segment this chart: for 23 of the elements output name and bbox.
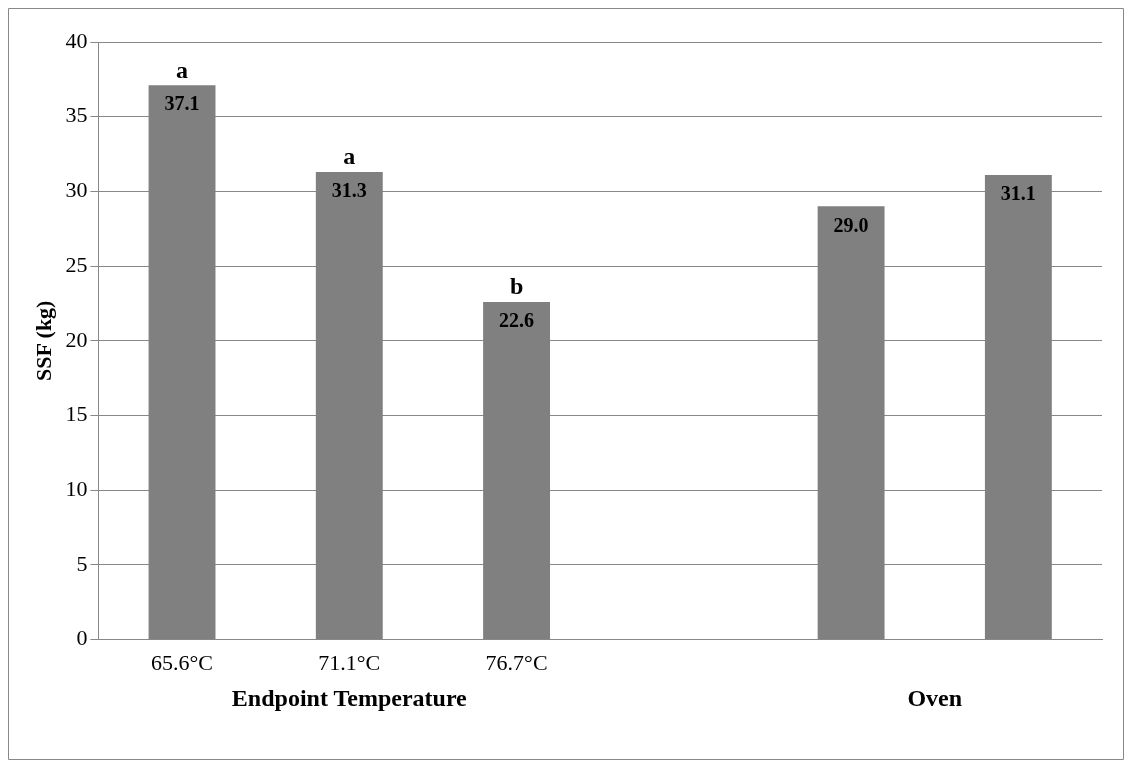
data-label: 29.0 (833, 213, 869, 236)
x-tick-label: 71.1°C (318, 649, 381, 675)
y-tick-label: 40 (65, 27, 88, 53)
y-tick-label: 5 (76, 550, 88, 576)
y-tick-label: 15 (65, 401, 88, 427)
y-tick-label: 20 (65, 326, 88, 352)
x-tick-label: 76.7°C (485, 649, 548, 675)
data-label: 22.6 (499, 309, 535, 332)
y-tick-label: 25 (65, 251, 88, 277)
annotation: a (176, 56, 189, 83)
data-label: 31.1 (1000, 182, 1036, 205)
y-axis-title: SSF (kg) (30, 300, 56, 382)
text: Endpoint Temperature (231, 685, 468, 712)
y-tick-label: 30 (65, 177, 88, 203)
annotation: a (343, 143, 356, 170)
y-tick-label: 10 (65, 475, 88, 501)
data-label: 37.1 (164, 92, 200, 115)
y-tick-label: 35 (65, 102, 88, 128)
annotation: b (509, 273, 524, 300)
text: Oven (907, 685, 963, 712)
y-tick-label: 0 (76, 625, 88, 651)
data-label: 31.3 (331, 179, 367, 202)
x-tick-label: 65.6°C (151, 649, 214, 675)
